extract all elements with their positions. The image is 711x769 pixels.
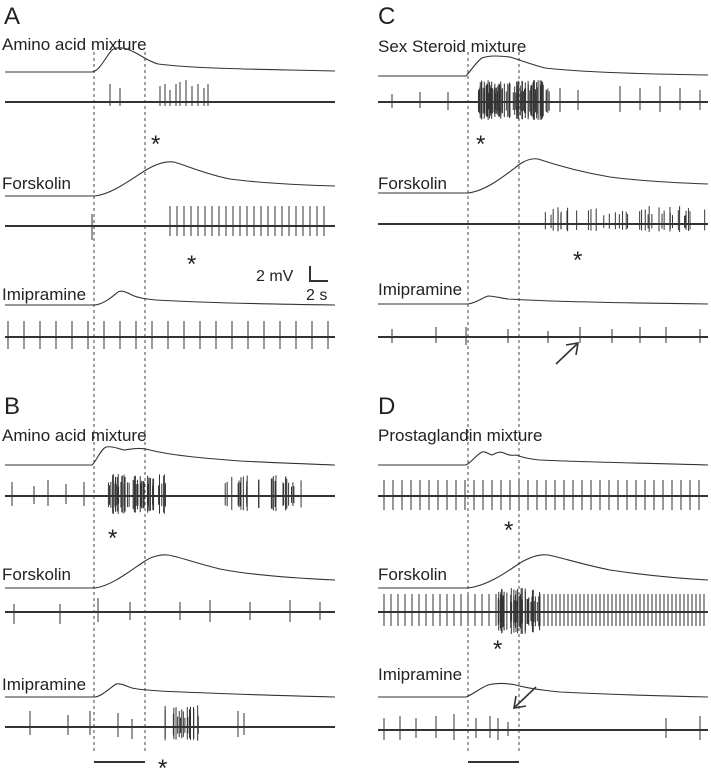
asterisk-a-forskolin: * [187,251,196,278]
response-c-steroid [378,55,709,77]
spike-train-d-forskolin [383,588,705,634]
spike-train-c-forskolin [544,206,706,232]
response-a-imipramine [5,290,336,306]
asterisk-c-forskolin: * [573,247,582,274]
label-c-stimulus: Sex Steroid mixture [378,37,526,56]
scale-bar: 2 mV 2 s [256,266,328,304]
label-b-forskolin: Forskolin [2,565,71,584]
asterisk-d-forskolin: * [493,636,502,663]
label-d-imipramine: Imipramine [378,665,462,684]
response-d-prostaglandin [378,451,709,466]
arrow-icon [513,686,537,709]
response-d-forskolin [378,554,709,589]
stimulus-guides [93,52,520,752]
asterisk-c-steroid: * [476,131,485,158]
spike-train-b-forskolin [13,598,321,624]
label-d-stimulus: Prostaglandin mixture [378,426,542,445]
label-c-imipramine: Imipramine [378,280,462,299]
spike-train-d-imipramine [383,714,701,740]
response-a-amino [5,47,336,73]
spike-train-b-imipramine [29,705,245,741]
response-c-imipramine [378,295,709,305]
panel-letter-c: C [378,3,395,30]
spike-baselines [5,101,708,731]
asterisk-b-amino: * [108,525,117,552]
response-c-forskolin [378,158,709,194]
response-b-amino [5,446,336,466]
spike-train-c-imipramine [391,327,701,345]
response-traces [5,47,709,698]
spike-train-b-amino [11,474,302,514]
label-d-forskolin: Forskolin [378,565,447,584]
label-b-stimulus: Amino acid mixture [2,426,147,445]
asterisk-d-prostaglandin: * [504,517,513,544]
response-a-forskolin [5,161,336,197]
label-a-forskolin: Forskolin [2,174,71,193]
label-b-imipramine: Imipramine [2,675,86,694]
label-c-forskolin: Forskolin [378,174,447,193]
asterisk-b-imipramine: * [158,755,167,769]
label-a-imipramine: Imipramine [2,285,86,304]
spike-train-c-steroid [391,80,701,120]
panel-letter-b: B [4,393,20,420]
scale-voltage-label: 2 mV [256,268,294,285]
panel-letter-a: A [4,3,20,30]
asterisk-a-amino: * [151,131,160,158]
spike-train-a-amino [109,80,209,106]
label-a-stimulus: Amino acid mixture [2,35,147,54]
response-b-imipramine [5,683,336,698]
spike-train-d-prostaglandin [383,480,700,510]
response-d-imipramine [378,682,709,698]
spike-train-a-imipramine [7,321,329,349]
spike-train-a-forskolin [91,206,325,240]
scale-time-label: 2 s [306,287,327,304]
arrow-icon [555,342,579,365]
response-b-forskolin [5,554,336,589]
panel-letter-d: D [378,393,395,420]
